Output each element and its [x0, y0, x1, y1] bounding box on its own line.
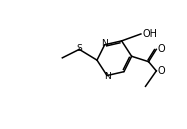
Text: S: S: [76, 44, 82, 53]
Text: N: N: [101, 39, 108, 49]
Text: N: N: [104, 72, 110, 81]
Text: O: O: [158, 66, 165, 76]
Text: O: O: [158, 44, 165, 54]
Text: OH: OH: [142, 29, 157, 39]
